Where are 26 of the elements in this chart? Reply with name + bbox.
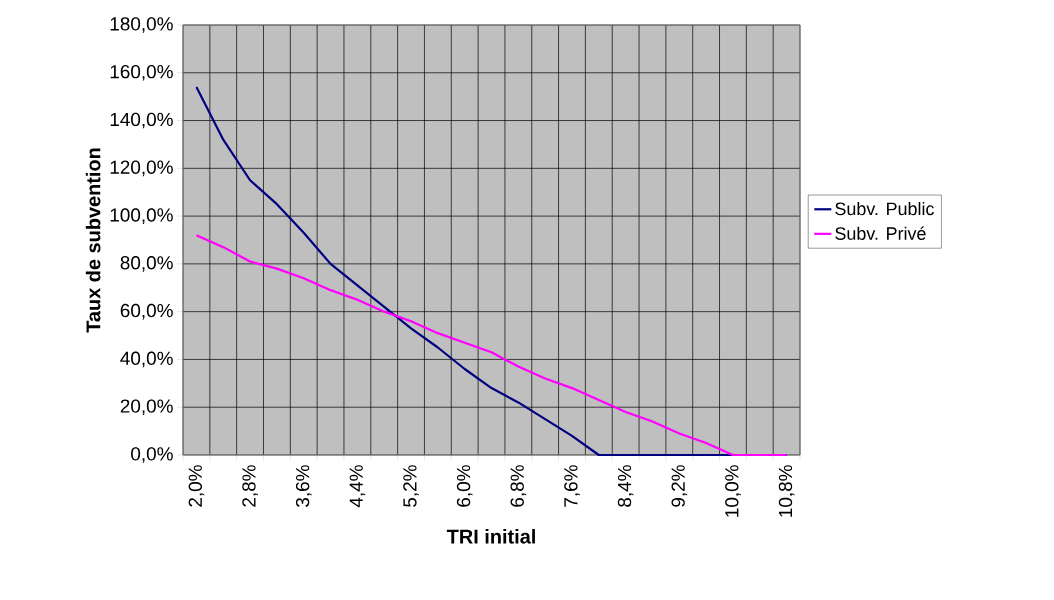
x-tick-label: 10,8% bbox=[778, 465, 795, 517]
legend-label: Subv. Privé bbox=[835, 226, 926, 240]
x-tick-label: 6,0% bbox=[456, 465, 473, 507]
y-tick-label: 160,0% bbox=[110, 64, 173, 81]
x-tick-label: 8,4% bbox=[617, 465, 634, 507]
y-tick-label: 20,0% bbox=[120, 399, 173, 416]
y-tick-label: 140,0% bbox=[110, 112, 173, 129]
x-tick-label: 5,2% bbox=[403, 465, 419, 507]
x-tick-label: 3,6% bbox=[295, 465, 312, 507]
y-tick-label: 100,0% bbox=[110, 208, 173, 224]
x-tick-label: 9,2% bbox=[671, 465, 688, 507]
y-tick-label: 80,0% bbox=[120, 256, 173, 272]
x-axis-title: TRI initial bbox=[446, 529, 535, 544]
x-tick-label: 7,6% bbox=[564, 465, 580, 507]
y-axis-title: Taux de subvention bbox=[85, 148, 101, 333]
x-tick-label: 10,0% bbox=[725, 465, 741, 517]
x-tick-label: 2,0% bbox=[188, 465, 205, 507]
legend-label: Subv. Public bbox=[835, 202, 934, 216]
x-tick-label: 2,8% bbox=[242, 465, 258, 507]
y-tick-label: 180,0% bbox=[110, 17, 173, 33]
x-tick-label: 6,8% bbox=[510, 465, 527, 507]
y-tick-label: 0,0% bbox=[131, 447, 173, 463]
y-tick-label: 40,0% bbox=[120, 351, 173, 368]
x-tick-label: 4,4% bbox=[349, 465, 366, 508]
y-tick-label: 120,0% bbox=[110, 160, 173, 177]
y-tick-label: 60,0% bbox=[120, 303, 173, 320]
